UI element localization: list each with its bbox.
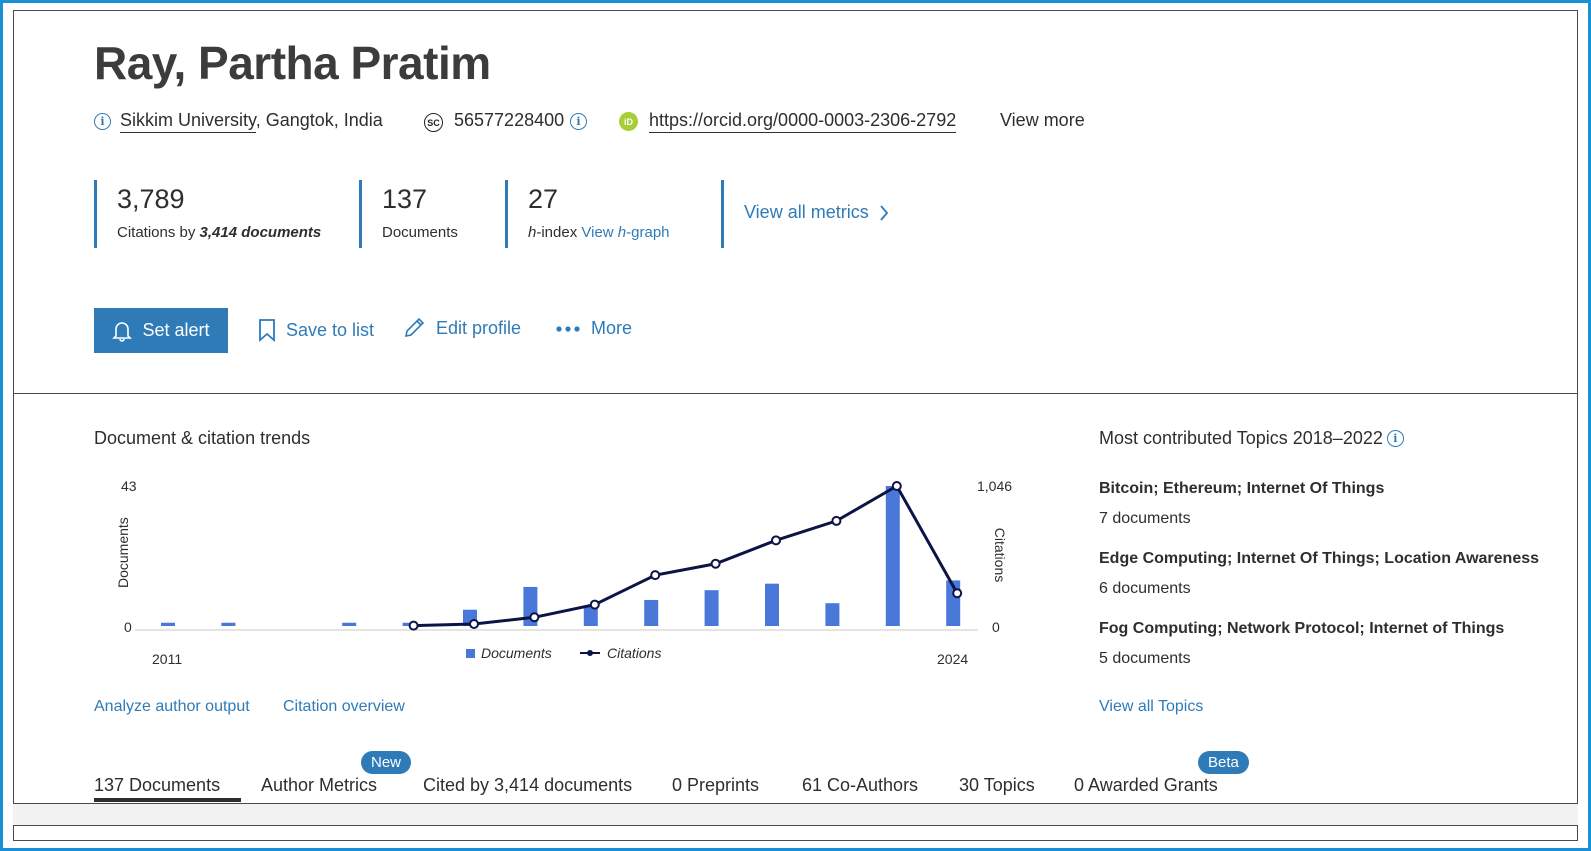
documents-bar	[644, 599, 659, 626]
bookmark-icon	[259, 319, 275, 342]
right-axis-min: 0	[992, 619, 1000, 635]
citations-point	[529, 612, 540, 623]
view-all-topics-link[interactable]: View all Topics	[1099, 698, 1204, 715]
affiliation-location: , Gangtok, India	[255, 110, 383, 130]
active-tab-indicator	[94, 798, 241, 802]
left-axis-title: Documents	[115, 517, 131, 588]
documents-bar	[704, 590, 719, 626]
set-alert-button[interactable]: Set alert	[94, 308, 228, 353]
orcid-link[interactable]: https://orcid.org/0000-0003-2306-2792	[649, 110, 957, 133]
citation-overview-link[interactable]: Citation overview	[283, 698, 405, 715]
tab-awarded-grants[interactable]: 0 Awarded Grants	[1074, 775, 1218, 795]
h-index-value: 27	[528, 184, 559, 214]
metric-divider	[359, 180, 362, 248]
documents-bar	[765, 583, 779, 626]
view-all-metrics-link[interactable]: View all metrics	[744, 202, 889, 223]
topic-1-count: 7 documents	[1099, 510, 1191, 527]
trends-title: Document & citation trends	[94, 428, 311, 448]
view-more-link[interactable]: View more	[1000, 110, 1085, 130]
citations-point	[589, 599, 600, 610]
topic-1-name[interactable]: Bitcoin; Ethereum; Internet Of Things	[1099, 480, 1385, 497]
topic-2-count: 6 documents	[1099, 580, 1191, 597]
scopus-id-info-icon[interactable]: i	[570, 113, 587, 130]
tab-cited-by[interactable]: Cited by 3,414 documents	[423, 775, 633, 795]
legend-citations-swatch	[580, 650, 600, 656]
citations-point	[469, 618, 479, 629]
profile-panel	[13, 10, 1578, 841]
right-axis-title: Citations	[992, 527, 1008, 583]
topic-3-count: 5 documents	[1099, 650, 1191, 667]
citations-point	[891, 481, 902, 491]
scopus-author-id: 56577228400	[454, 110, 565, 130]
left-axis-min: 0	[124, 619, 132, 635]
tab-documents[interactable]: 137 Documents	[94, 775, 221, 795]
documents-bar	[161, 622, 175, 626]
citations-count: 3,789	[117, 184, 185, 214]
affiliation-link[interactable]: Sikkim University	[120, 110, 256, 133]
topic-2-name[interactable]: Edge Computing; Internet Of Things; Loca…	[1099, 550, 1540, 567]
legend-citations: Citations	[579, 645, 661, 661]
topic-3-name[interactable]: Fog Computing; Network Protocol; Interne…	[1099, 620, 1505, 637]
documents-bar	[885, 486, 900, 626]
metric-divider	[505, 180, 508, 248]
author-name: Ray, Partha Pratim	[94, 37, 491, 89]
citations-label: Citations by 3,414 documents	[117, 224, 322, 241]
x-axis-end: 2024	[937, 651, 969, 667]
citations-point	[831, 515, 842, 526]
citations-point	[650, 570, 661, 581]
beta-badge: Beta	[1198, 751, 1249, 774]
view-h-graph-link[interactable]: View h-graph	[581, 224, 670, 241]
legend-documents-swatch	[466, 648, 475, 658]
affiliation: Sikkim University, Gangtok, India	[120, 110, 383, 133]
affiliation-info-icon[interactable]: i	[94, 113, 111, 130]
scopus-id-icon: SC	[424, 113, 443, 132]
documents-count: 137	[382, 184, 428, 214]
tab-topics[interactable]: 30 Topics	[959, 775, 1035, 795]
documents-bar	[342, 622, 357, 626]
citations-line	[413, 483, 959, 628]
pencil-icon	[404, 317, 425, 338]
more-button[interactable]: More	[555, 318, 632, 339]
metric-divider	[94, 180, 97, 248]
tab-preprints[interactable]: 0 Preprints	[672, 775, 760, 795]
section-divider	[13, 393, 1578, 394]
analyze-author-output-link[interactable]: Analyze author output	[94, 698, 250, 715]
more-dots-icon	[556, 325, 580, 332]
orcid-icon: iD	[619, 112, 638, 131]
metric-divider	[721, 180, 724, 248]
right-axis-max: 1,046	[977, 478, 1013, 494]
documents-bar	[583, 606, 598, 626]
edit-profile-button[interactable]: Edit profile	[402, 316, 521, 340]
document-citation-chart	[135, 481, 978, 631]
citations-point	[771, 535, 781, 546]
chevron-right-icon	[880, 204, 888, 221]
documents-bar	[825, 603, 840, 626]
new-badge: New	[361, 751, 412, 774]
citations-point	[710, 558, 721, 569]
save-to-list-button[interactable]: Save to list	[258, 318, 374, 342]
tab-co-authors[interactable]: 61 Co-Authors	[802, 775, 919, 795]
x-axis-start: 2011	[152, 651, 183, 667]
content-strip	[13, 804, 1578, 826]
tab-author-metrics[interactable]: Author Metrics	[261, 775, 378, 795]
topics-title: Most contributed Topics 2018–2022 i	[1099, 428, 1404, 449]
documents-label: Documents	[382, 224, 458, 241]
documents-bar	[221, 622, 236, 626]
citations-point	[952, 588, 963, 599]
h-index-label: h-index View h-graph	[528, 224, 670, 241]
bell-icon	[112, 321, 133, 342]
left-axis-max: 43	[121, 478, 137, 494]
topics-info-icon[interactable]: i	[1386, 430, 1404, 447]
tabs-baseline	[13, 803, 1578, 804]
citations-point	[408, 620, 419, 631]
legend-documents: Documents	[466, 645, 552, 661]
